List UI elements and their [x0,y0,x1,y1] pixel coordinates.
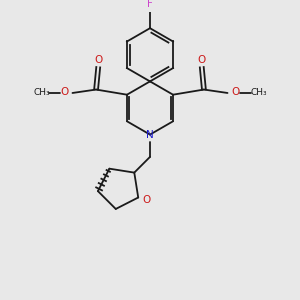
Text: O: O [61,87,69,97]
Text: CH₃: CH₃ [33,88,50,98]
Text: O: O [94,55,102,65]
Text: F: F [147,0,153,9]
Text: O: O [143,195,151,205]
Text: O: O [198,55,206,65]
Text: N: N [146,130,154,140]
Text: CH₃: CH₃ [250,88,267,98]
Text: O: O [231,87,239,97]
